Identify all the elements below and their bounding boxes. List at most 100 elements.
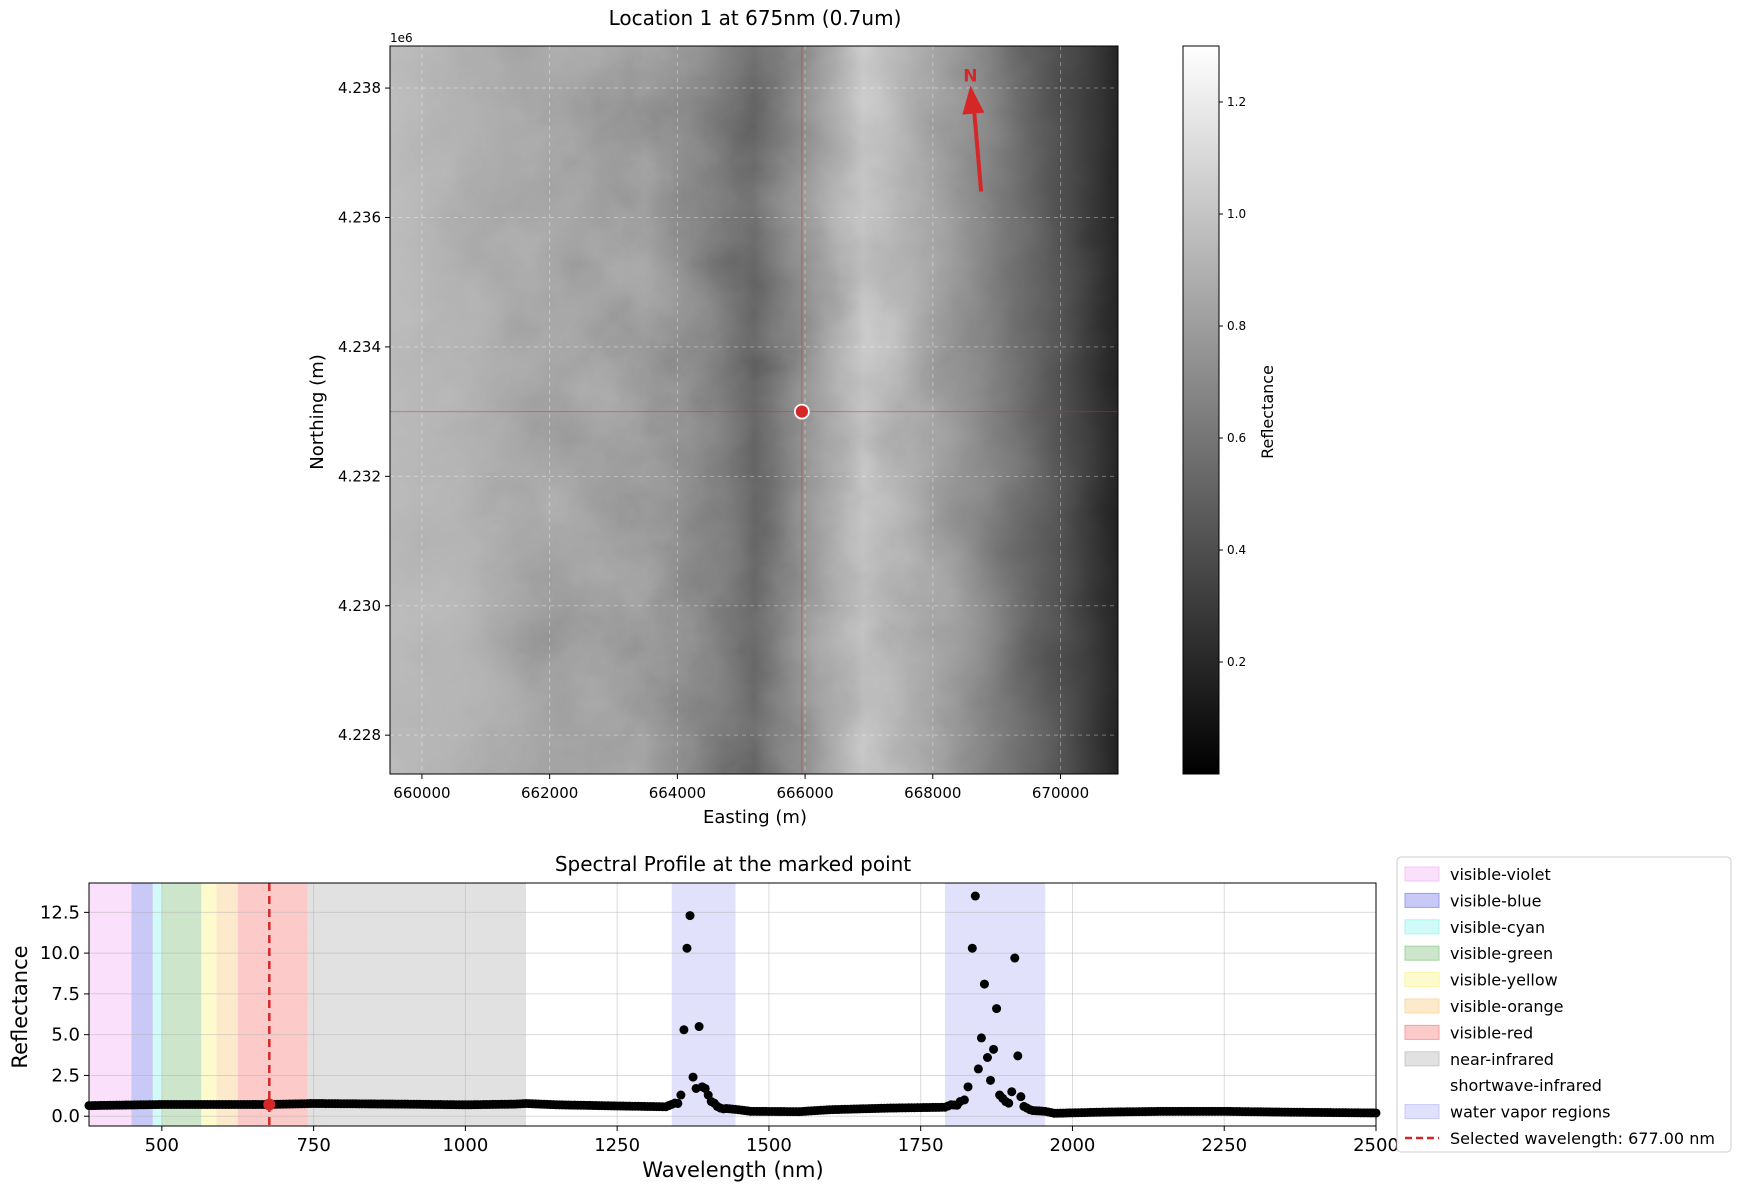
legend-swatch — [1404, 1104, 1440, 1120]
colorbar-tick-label: 0.2 — [1227, 655, 1246, 669]
colorbar-tick-label: 0.8 — [1227, 319, 1246, 333]
spectral-spike-point — [1013, 1051, 1023, 1061]
map-y-tick-label: 4.238 — [338, 79, 381, 97]
spectral-spike-point — [976, 1033, 986, 1043]
selected-wavelength-point — [263, 1098, 276, 1111]
spectral-spike-point — [967, 943, 977, 953]
spectral-x-tick-label: 1250 — [594, 1135, 640, 1156]
legend-swatch — [1404, 998, 1440, 1014]
map-x-ticks: 660000 662000 664000 666000 668000 670000 — [393, 774, 1089, 802]
spectral-regions — [89, 883, 1376, 1126]
spectral-spike-point — [685, 911, 695, 921]
spectral-spike-point — [679, 1025, 689, 1035]
legend-label: visible-yellow — [1450, 971, 1558, 990]
spectral-spike-point — [1016, 1092, 1026, 1102]
legend-label: near-infrared — [1450, 1050, 1554, 1069]
legend-label: visible-orange — [1450, 997, 1564, 1016]
map-y-tick-label: 4.232 — [338, 467, 381, 485]
spectral-y-tick-label: 0.0 — [51, 1106, 80, 1127]
legend-swatch — [1404, 919, 1440, 935]
spectral-region — [161, 883, 202, 1126]
map-x-tick-label: 664000 — [649, 784, 706, 802]
spectral-x-tick-label: 2000 — [1050, 1135, 1096, 1156]
map-x-tick-label: 668000 — [904, 784, 961, 802]
map-title: Location 1 at 675nm (0.7um) — [609, 6, 902, 30]
spectral-y-tick-label: 7.5 — [51, 984, 80, 1005]
spectral-spike-point — [963, 1082, 973, 1092]
spectral-spike-point — [688, 1072, 698, 1082]
map-y-tick-label: 4.236 — [338, 208, 381, 226]
north-arrow-head — [962, 85, 985, 115]
legend-swatch — [1404, 972, 1440, 988]
legend-label: water vapor regions — [1450, 1103, 1611, 1122]
spectral-spike-point — [1007, 1087, 1017, 1097]
map-x-tick-label: 670000 — [1032, 784, 1089, 802]
map-axes-frame — [389, 45, 1119, 775]
legend-swatch — [1404, 892, 1440, 908]
spectral-profile-panel: Spectral Profile at the marked point 500… — [8, 852, 1732, 1182]
spectral-spike-point — [982, 1053, 992, 1063]
spectral-y-ticks: 0.0 2.5 5.0 7.5 10.0 12.5 — [40, 902, 89, 1127]
spectral-spike-point — [694, 1022, 704, 1032]
spectral-spike-point — [682, 943, 692, 953]
spectral-x-tick-label: 1000 — [442, 1135, 488, 1156]
spectral-x-tick-label: 1500 — [746, 1135, 792, 1156]
legend-label: visible-red — [1450, 1023, 1533, 1042]
legend-box — [1396, 856, 1732, 1153]
north-arrow — [962, 85, 985, 192]
reflectance-image — [390, 46, 1118, 774]
spectral-y-tick-label: 2.5 — [51, 1065, 80, 1086]
spectral-spike-point — [1028, 1106, 1038, 1116]
legend-label: visible-cyan — [1450, 918, 1545, 937]
colorbar-tick-label: 1.0 — [1227, 207, 1246, 221]
spectral-y-axis-label: Reflectance — [8, 945, 32, 1068]
spectral-spike-point — [992, 1004, 1002, 1014]
colorbar — [1182, 45, 1220, 775]
map-shading — [390, 46, 1118, 774]
spectral-x-tick-label: 1750 — [898, 1135, 944, 1156]
map-y-tick-label: 4.228 — [338, 726, 381, 744]
spectral-region — [152, 883, 162, 1126]
spectral-region — [89, 883, 132, 1126]
legend-swatch — [1405, 1078, 1439, 1093]
colorbar-tick-label: 0.4 — [1227, 543, 1246, 557]
spectral-spike-point — [973, 1064, 983, 1074]
spectral-points — [84, 891, 1381, 1118]
colorbar-tick-label: 0.6 — [1227, 431, 1246, 445]
spectral-gridlines — [89, 883, 1377, 1126]
spectral-x-ticks: 500 750 1000 1250 1500 1750 2000 2250 2500 — [145, 1126, 1399, 1156]
legend-label: Selected wavelength: 677.00 nm — [1450, 1129, 1715, 1148]
spectral-spike-point — [1004, 1098, 1014, 1108]
spectral-region — [216, 883, 238, 1126]
spectral-spike-point — [989, 1044, 999, 1054]
spectral-x-axis-label: Wavelength (nm) — [642, 1158, 823, 1182]
map-y-axis-label: Northing (m) — [307, 354, 328, 469]
spectral-region — [201, 883, 217, 1126]
map-y-ticks: 4.228 4.230 4.232 4.234 4.236 4.238 — [338, 79, 390, 744]
map-y-tick-label: 4.234 — [338, 338, 381, 356]
legend-swatch — [1404, 945, 1440, 961]
colorbar-ticks: 0.2 0.4 0.6 0.8 1.0 1.2 — [1219, 95, 1246, 669]
spectral-spike-point — [676, 1090, 686, 1100]
marked-point-marker — [793, 403, 810, 420]
legend-swatch — [1404, 1024, 1440, 1040]
spectral-axes-frame — [88, 882, 1377, 1127]
spectral-region — [131, 883, 153, 1126]
spectral-spike-point — [959, 1095, 969, 1105]
spectral-spike-point — [979, 979, 989, 989]
legend-label: shortwave-infrared — [1450, 1076, 1602, 1095]
spectral-x-tick-label: 2500 — [1353, 1135, 1399, 1156]
north-arrow-label: N — [963, 67, 977, 87]
spectral-legend: visible-violet visible-blue visible-cyan vi… — [1396, 856, 1732, 1153]
legend-swatch — [1404, 1051, 1440, 1067]
spectral-x-tick-label: 2250 — [1201, 1135, 1247, 1156]
legend-label: visible-violet — [1450, 865, 1551, 884]
legend-swatch — [1404, 866, 1440, 882]
legend-label: visible-blue — [1450, 891, 1542, 910]
spectral-spike-point — [986, 1075, 996, 1085]
map-x-axis-label: Easting (m) — [703, 807, 807, 828]
spectral-spike-point — [1010, 953, 1020, 963]
spectral-title: Spectral Profile at the marked point — [555, 852, 911, 876]
map-x-tick-label: 662000 — [521, 784, 578, 802]
